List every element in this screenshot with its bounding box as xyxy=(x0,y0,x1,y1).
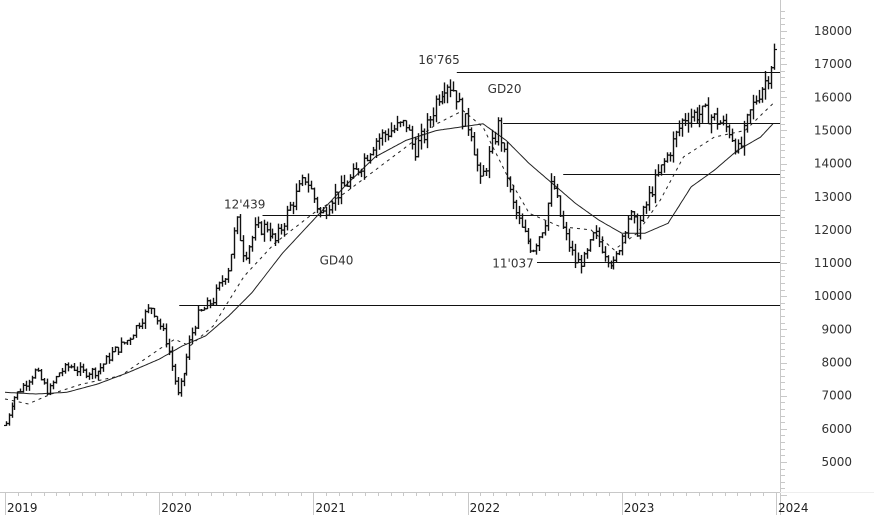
moving-average-gd20 xyxy=(4,103,774,405)
y-tick-label: 12000 xyxy=(814,223,852,237)
x-tick-label: 2024 xyxy=(778,501,809,515)
x-tick-label: 2019 xyxy=(7,501,38,515)
ohlc-bars xyxy=(4,43,777,427)
annotation-label: GD20 xyxy=(488,82,522,96)
y-tick-label: 13000 xyxy=(814,190,852,204)
y-tick-label: 8000 xyxy=(821,356,852,370)
annotation-label: 16'765 xyxy=(418,53,459,67)
y-tick-label: 6000 xyxy=(821,422,852,436)
annotation-label: 12'439 xyxy=(224,197,265,211)
annotations: 16'765 GD20 12'439 GD40 11'037 xyxy=(224,53,534,270)
y-tick-label: 14000 xyxy=(814,157,852,171)
y-tick-label: 9000 xyxy=(821,322,852,336)
x-axis: 2019 2020 2021 2022 2023 2024 xyxy=(0,492,809,515)
annotation-label: GD40 xyxy=(320,254,354,268)
y-tick-label: 17000 xyxy=(814,57,852,71)
y-tick-label: 10000 xyxy=(814,289,852,303)
y-tick-label: 11000 xyxy=(814,256,852,270)
x-tick-label: 2020 xyxy=(161,501,192,515)
horizontal-levels xyxy=(179,72,780,306)
y-tick-label: 5000 xyxy=(821,455,852,469)
x-tick-label: 2023 xyxy=(624,501,655,515)
y-tick-label: 15000 xyxy=(814,123,852,137)
annotation-label: 11'037 xyxy=(492,256,533,270)
y-axis: 5000 6000 7000 8000 9000 10000 11000 12000 13000… xyxy=(780,0,874,515)
moving-average-gd40 xyxy=(4,123,774,395)
x-tick-label: 2022 xyxy=(470,501,501,515)
y-tick-label: 18000 xyxy=(814,24,852,38)
y-tick-label: 7000 xyxy=(821,389,852,403)
moving-averages xyxy=(4,103,774,405)
y-tick-label: 16000 xyxy=(814,90,852,104)
x-tick-label: 2021 xyxy=(315,501,346,515)
